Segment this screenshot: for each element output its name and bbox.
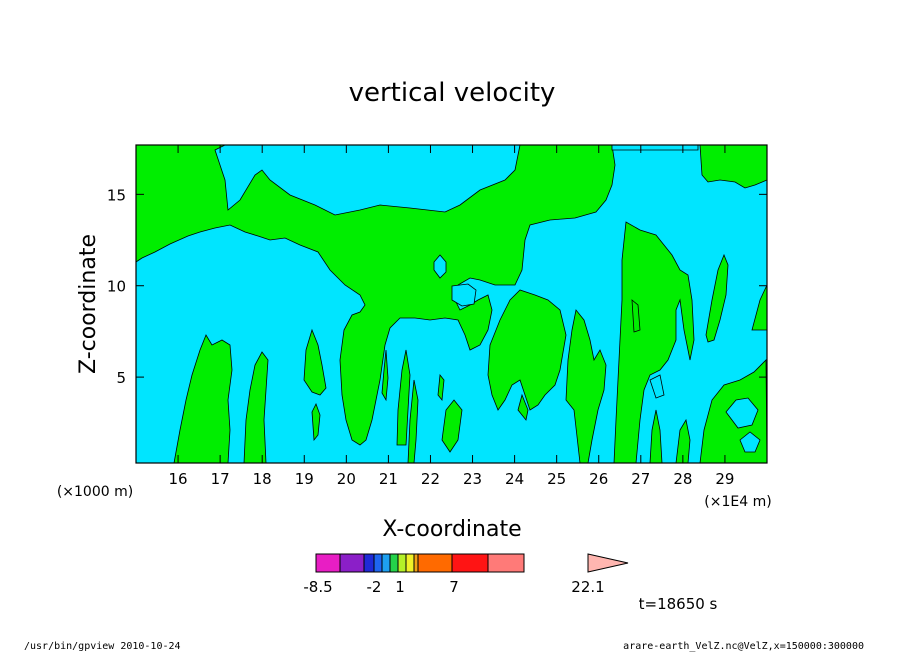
x-tick-label: 28 <box>673 470 692 488</box>
region-x19 <box>303 328 327 396</box>
x-tick-label: 29 <box>715 470 734 488</box>
colorbar-segment <box>397 553 407 573</box>
x-unit-left: (×1000 m) <box>57 484 133 500</box>
colorbar-segment <box>373 553 383 573</box>
region-x22-5 <box>441 399 463 453</box>
colorbar-tick-labels: -8.5 -2 1 7 22.1 <box>303 578 604 596</box>
plot-frame <box>135 144 768 464</box>
colorbar-tick-label: -8.5 <box>303 578 332 596</box>
region-x18 <box>243 351 269 464</box>
pocket-2 <box>739 431 761 453</box>
colorbar-segment <box>381 553 391 573</box>
x-unit-right: (×1E4 m) <box>704 494 771 510</box>
colorbar-tick-label: 7 <box>449 578 459 596</box>
colorbar-tick-label: -2 <box>367 578 382 596</box>
negative-velocity-holes <box>214 144 699 307</box>
colorbar-segment <box>413 553 419 573</box>
region-top-right <box>699 144 768 189</box>
colorbar-extend-arrow <box>587 553 629 573</box>
region-x24-lower <box>517 393 529 421</box>
x-tick-label: 20 <box>337 470 356 488</box>
x-tick-label: 23 <box>463 470 482 488</box>
x-tick-label: 17 <box>211 470 230 488</box>
colorbar-segment <box>451 553 489 573</box>
region-x29-strip <box>705 253 729 343</box>
plot-area <box>135 144 768 464</box>
region-x22 <box>437 373 445 402</box>
colorbar-segment <box>405 553 415 573</box>
colorbar-segment <box>389 553 399 573</box>
x-tick-label: 21 <box>379 470 398 488</box>
lower-cyan-pockets <box>649 374 761 453</box>
footer-right: arare-earth_VelZ.nc@VelZ,x=150000:300000 <box>623 641 864 652</box>
x-tick-label: 25 <box>547 470 566 488</box>
colorbar <box>315 553 629 573</box>
x-axis-label: X-coordinate <box>382 517 521 542</box>
x-tick-label: 22 <box>421 470 440 488</box>
footer-left: /usr/bin/gpview 2010-10-24 <box>24 641 181 652</box>
colorbar-segment <box>363 553 375 573</box>
region-x17 <box>173 334 233 464</box>
x-axis-ticks <box>177 145 726 463</box>
chart-title: vertical velocity <box>349 78 556 108</box>
colorbar-segment <box>315 553 341 573</box>
colorbar-segment <box>417 553 453 573</box>
y-axis-label: Z-coordinate <box>76 234 101 374</box>
positive-velocity-regions <box>135 144 616 446</box>
upper-positive-region <box>135 144 616 446</box>
y-tick-label: 10 <box>107 278 126 296</box>
region-x21-strip <box>381 349 389 402</box>
column-positive-regions <box>173 144 768 464</box>
colorbar-segment <box>339 553 365 573</box>
time-label: t=18650 s <box>639 595 718 613</box>
x-tick-label: 18 <box>253 470 272 488</box>
y-tick-label: 5 <box>116 369 126 387</box>
x-tick-label: 24 <box>505 470 524 488</box>
y-axis-ticks <box>136 193 767 378</box>
pocket-3 <box>649 374 665 399</box>
region-x19-lower <box>311 402 321 442</box>
small-hole-1 <box>433 254 447 279</box>
region-x23-5 <box>487 289 567 411</box>
colorbar-tick-label: 22.1 <box>571 578 604 596</box>
y-tick-label: 15 <box>107 186 126 204</box>
region-x27-hole-fill <box>631 299 641 333</box>
x-tick-label: 27 <box>631 470 650 488</box>
region-x27 <box>613 221 695 464</box>
region-x21-col <box>396 349 411 446</box>
band-gap-upper <box>214 144 521 216</box>
x-tick-label: 19 <box>295 470 314 488</box>
colorbar-tick-label: 1 <box>395 578 405 596</box>
x-tick-label: 16 <box>169 470 188 488</box>
x-tick-label: 26 <box>589 470 608 488</box>
colorbar-segment <box>487 553 525 573</box>
small-hole-2 <box>451 283 477 307</box>
pocket-1 <box>725 397 759 429</box>
